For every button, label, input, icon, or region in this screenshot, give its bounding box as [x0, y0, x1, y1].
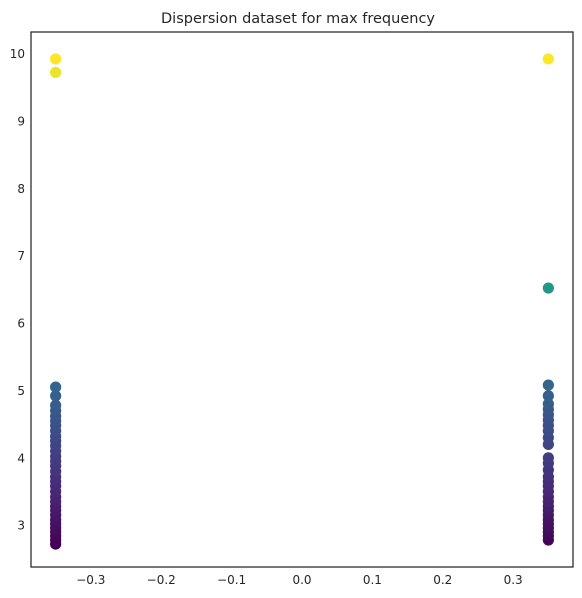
points-layer: [50, 53, 554, 550]
x-tick-label: 0.1: [363, 573, 382, 587]
data-point: [542, 379, 554, 391]
data-point: [542, 282, 554, 294]
data-point: [542, 53, 554, 65]
x-tick-label: 0.2: [433, 573, 452, 587]
y-tick-label: 7: [17, 249, 25, 263]
y-tick-label: 10: [10, 47, 25, 61]
data-point: [50, 399, 62, 411]
axes-layer: −0.3 −0.2 −0.1 0.0 0.1 0.2 0.3 3 4 5 6 7 8 9 10: [10, 31, 574, 587]
plot-frame: [30, 31, 574, 568]
data-point: [50, 381, 62, 393]
data-point: [50, 66, 62, 79]
y-tick-label: 9: [17, 114, 25, 128]
data-point: [50, 390, 62, 402]
data-point: [542, 398, 554, 410]
x-tick-label: −0.3: [76, 573, 105, 587]
y-tick-label: 3: [17, 519, 25, 533]
data-point: [542, 452, 554, 464]
y-tick-label: 8: [17, 182, 25, 196]
x-tick-label: −0.1: [217, 573, 246, 587]
y-tick-label: 6: [17, 317, 25, 331]
y-tick-label: 5: [17, 384, 25, 398]
data-point: [542, 390, 554, 402]
x-tick-label: 0.3: [504, 573, 523, 587]
chart-title: Dispersion dataset for max frequency: [161, 11, 435, 27]
y-tick-label: 4: [17, 451, 25, 465]
data-point: [50, 53, 62, 65]
x-tick-label: 0.0: [292, 573, 311, 587]
x-tick-label: −0.2: [147, 573, 176, 587]
